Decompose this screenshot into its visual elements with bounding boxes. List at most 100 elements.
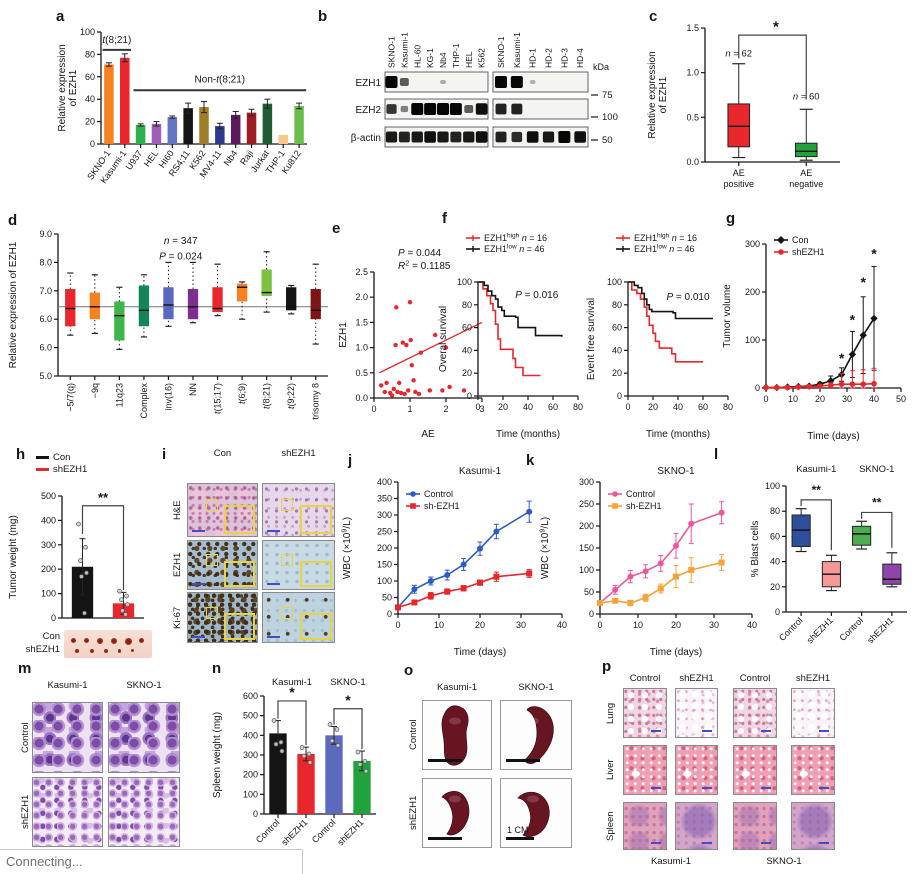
svg-text:200: 200 (579, 521, 594, 531)
svg-text:negative: negative (789, 179, 823, 189)
svg-text:0: 0 (467, 391, 472, 401)
panel-k-label: k (526, 452, 535, 469)
svg-text:HEL: HEL (464, 51, 474, 68)
spleen-photo (441, 705, 469, 766)
svg-text:Overal survival: Overal survival (438, 306, 449, 372)
svg-text:100: 100 (457, 277, 472, 287)
svg-text:80: 80 (85, 49, 95, 59)
svg-text:6.0: 6.0 (39, 314, 52, 324)
svg-text:40: 40 (869, 394, 879, 404)
svg-text:shEZH1: shEZH1 (335, 817, 365, 847)
panel-a-label: a (56, 8, 65, 25)
svg-text:shEZH1: shEZH1 (865, 615, 895, 645)
svg-text:SKNO-1: SKNO-1 (330, 677, 365, 688)
svg-text:100: 100 (41, 589, 56, 599)
svg-text:trisomy 8: trisomy 8 (311, 383, 321, 420)
svg-text:t(9;22): t(9;22) (286, 383, 296, 409)
col-label-skno: SKNO-1 (518, 682, 554, 693)
svg-text:10: 10 (633, 620, 643, 630)
svg-text:0: 0 (625, 402, 630, 412)
legend-item-shezh1: shEZH1 (36, 464, 87, 476)
svg-text:P = 0.016: P = 0.016 (515, 290, 559, 301)
col-label-kasumi: Kasumi-1 (47, 680, 88, 691)
svg-text:Kasumi-1: Kasumi-1 (272, 677, 312, 688)
svg-text:0: 0 (90, 139, 95, 149)
svg-text:U937: U937 (124, 148, 145, 171)
svg-text:Spleen weight (mg): Spleen weight (mg) (212, 712, 223, 798)
panel-l-label: l (714, 446, 719, 463)
panel-h-photo-row-labels: Con shEZH1 (25, 631, 60, 655)
panel-h-legend: Con shEZH1 (36, 452, 87, 476)
svg-text:50: 50 (602, 135, 613, 146)
row-label-spleen: Spleen (605, 811, 616, 841)
svg-text:n = 60: n = 60 (793, 91, 820, 102)
svg-text:1.0: 1.0 (686, 68, 699, 78)
svg-text:KG-1: KG-1 (425, 48, 435, 68)
svg-text:kDa: kDa (593, 62, 609, 72)
svg-text:40: 40 (673, 402, 683, 412)
svg-text:100: 100 (745, 335, 760, 345)
svg-text:1: 1 (407, 404, 412, 414)
svg-text:HD-3: HD-3 (559, 48, 569, 68)
svg-text:80: 80 (462, 300, 472, 310)
liver-shezh1-kasumi (675, 745, 718, 795)
svg-text:60: 60 (698, 402, 708, 412)
svg-text:8.0: 8.0 (39, 257, 52, 267)
svg-text:60: 60 (85, 72, 95, 82)
spleen-shezh1-skno (791, 802, 835, 850)
svg-text:0.5: 0.5 (686, 112, 699, 122)
svg-text:40: 40 (85, 94, 95, 104)
svg-text:100: 100 (377, 576, 392, 586)
svg-text:Relative expression: Relative expression (647, 51, 658, 138)
spleen-shezh1-kasumi (422, 778, 492, 848)
group-label-kasumi: Kasumi-1 (650, 856, 692, 867)
svg-text:EZH1: EZH1 (338, 322, 349, 348)
panel-d-label: d (8, 212, 18, 229)
svg-text:Tumor weight (mg): Tumor weight (mg) (8, 515, 19, 599)
svg-text:2: 2 (443, 404, 448, 414)
inset-zoom-box (223, 505, 255, 534)
row-label-ezh1: EZH1 (172, 552, 183, 578)
svg-text:sh-EZH1: sh-EZH1 (424, 501, 460, 511)
svg-text:**: ** (872, 496, 882, 510)
svg-text:EZH1low n = 46: EZH1low n = 46 (634, 244, 695, 255)
svg-text:Time (days): Time (days) (807, 431, 859, 442)
legend-item-con: Con (36, 452, 87, 464)
panel-b-western-blot: SKNO-1 Kasumi-1 HL-60 KG-1 Nb4 THP-1 HEL K562 SK… (351, 32, 618, 148)
svg-text:EZH1high n = 16: EZH1high n = 16 (634, 233, 697, 244)
svg-text:*: * (345, 692, 351, 708)
ihc-he-shezh1 (262, 483, 335, 537)
svg-text:HD-2: HD-2 (544, 48, 554, 68)
scale-bar (428, 759, 462, 762)
svg-text:Relative expression: Relative expression (57, 44, 68, 131)
svg-text:300: 300 (377, 510, 392, 520)
svg-text:shEZH1: shEZH1 (792, 247, 825, 257)
svg-text:6.0: 6.0 (39, 343, 52, 353)
svg-text:50: 50 (896, 394, 906, 404)
panel-n-label: n (212, 660, 222, 677)
svg-text:−9q: −9q (90, 383, 100, 398)
svg-text:Complex: Complex (139, 383, 149, 419)
svg-text:200: 200 (745, 287, 760, 297)
svg-text:shEZH1: shEZH1 (805, 615, 835, 645)
svg-text:K562: K562 (477, 48, 487, 68)
svg-text:2.5: 2.5 (355, 267, 368, 277)
svg-text:0: 0 (387, 609, 392, 619)
svg-text:Event free survival: Event free survival (586, 298, 597, 380)
panel-h-tumor-weight: 0 100 200 300 400 500 Tumor weight (mg) ** (8, 490, 144, 623)
ihc-ezh1-con (187, 540, 258, 590)
svg-text:positive: positive (723, 179, 754, 189)
svg-text:0.5: 0.5 (355, 368, 368, 378)
svg-text:40: 40 (523, 402, 533, 412)
svg-text:EZH1low n = 46: EZH1low n = 46 (484, 244, 545, 255)
row-label-shezh1: shEZH1 (408, 795, 419, 831)
svg-text:0: 0 (763, 394, 768, 404)
svg-text:Kasumi-1: Kasumi-1 (512, 32, 522, 68)
ihc-ezh1-shezh1 (262, 540, 335, 590)
svg-text:HL-60: HL-60 (412, 45, 422, 68)
svg-text:80: 80 (723, 402, 733, 412)
svg-text:EZH2: EZH2 (355, 105, 381, 116)
svg-text:75: 75 (602, 90, 613, 101)
